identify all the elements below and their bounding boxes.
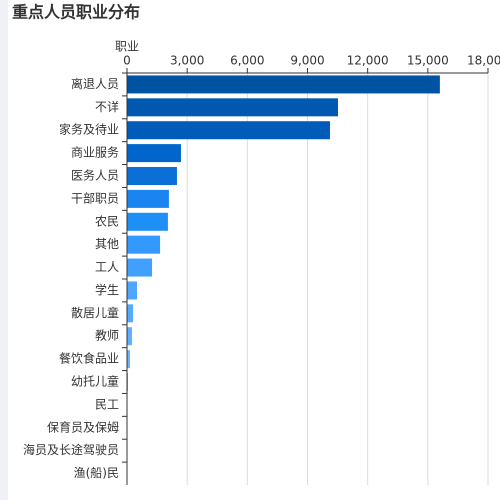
y-tick-label: 家务及待业 <box>59 122 119 137</box>
y-tick-label: 渔(船)民 <box>74 466 119 480</box>
bar <box>127 373 129 391</box>
bar <box>127 258 153 277</box>
y-tick-label: 学生 <box>95 282 119 297</box>
bar <box>127 304 134 323</box>
bar <box>127 212 168 231</box>
y-tick-label: 工人 <box>95 260 119 274</box>
bar <box>127 121 330 140</box>
y-tick-label: 幼托儿童 <box>71 374 119 389</box>
y-tick-label: 不详 <box>95 99 119 114</box>
y-tick-label: 海员及长途驾驶员 <box>23 442 119 457</box>
y-tick-label: 离退人员 <box>71 76 119 91</box>
bar <box>127 281 138 300</box>
chart-title: 重点人员职业分布 <box>12 3 140 22</box>
x-tick-label: 3,000 <box>170 54 204 68</box>
x-tick-label: 0 <box>123 54 131 68</box>
bar <box>127 235 161 254</box>
side-strip <box>0 0 8 500</box>
bar <box>127 75 440 94</box>
x-tick-label: 6,000 <box>230 54 264 68</box>
x-tick-label: 9,000 <box>290 54 324 68</box>
y-tick-label: 医务人员 <box>71 168 119 183</box>
y-tick-label: 其他 <box>95 237 119 251</box>
y-tick-label: 农民 <box>95 214 119 228</box>
bar <box>127 98 338 117</box>
y-tick-label: 餐饮食品业 <box>59 351 119 366</box>
bar <box>127 327 133 346</box>
y-tick-label: 干部职员 <box>71 190 119 205</box>
bar <box>127 144 181 163</box>
y-tick-label: 散居儿童 <box>71 305 119 320</box>
x-tick-label: 12,000 <box>347 54 389 68</box>
x-tick-label: 18,000 <box>467 54 500 68</box>
bar <box>127 167 177 185</box>
axis-name: 职业 <box>115 40 139 54</box>
bar <box>127 189 169 208</box>
y-tick-label: 民工 <box>95 397 119 411</box>
y-tick-label: 保育员及保姆 <box>47 419 119 434</box>
x-tick-label: 15,000 <box>407 54 449 68</box>
y-tick-label: 商业服务 <box>71 145 119 160</box>
y-tick-label: 教师 <box>95 328 119 343</box>
bar <box>127 350 131 369</box>
